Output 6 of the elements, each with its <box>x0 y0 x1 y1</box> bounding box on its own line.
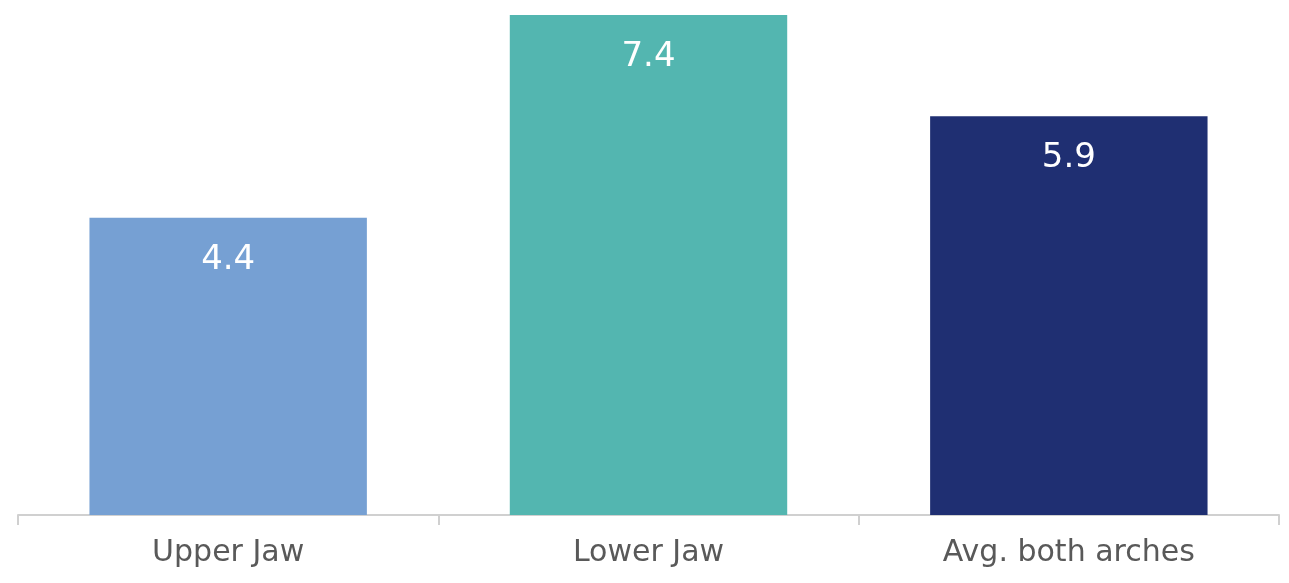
x-tick-label: Lower Jaw <box>572 532 725 568</box>
data-label: 7.4 <box>621 34 676 74</box>
data-label: 4.4 <box>201 236 256 277</box>
x-tick-label: Avg. both arches <box>942 532 1195 568</box>
data-label: 5.9 <box>1041 135 1096 176</box>
x-tick-label: Upper Jaw <box>152 532 305 568</box>
